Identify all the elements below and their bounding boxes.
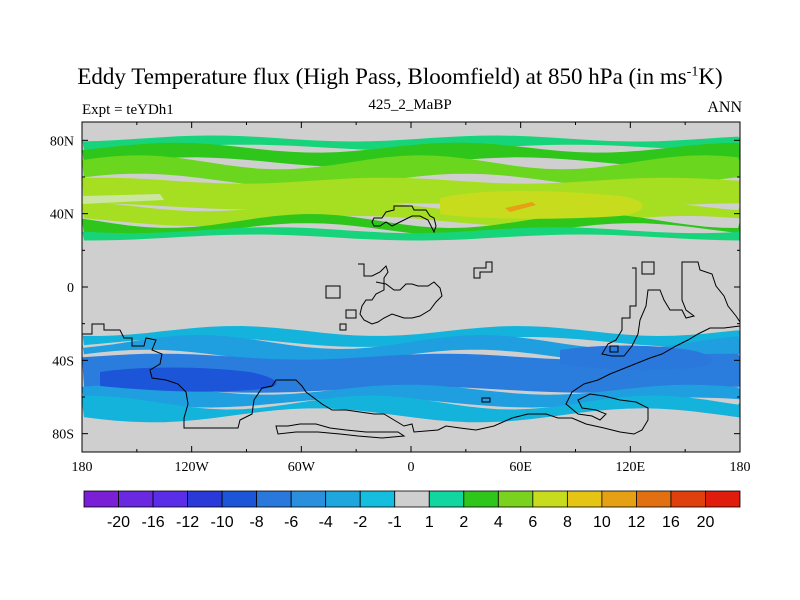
contour-band xyxy=(82,155,740,188)
coastline-island-5 xyxy=(641,261,655,275)
lon-tick-label: 120W xyxy=(175,460,210,475)
colorbar-swatch xyxy=(428,490,465,508)
colorbar-label: 12 xyxy=(628,514,646,531)
colorbar-label: 10 xyxy=(593,514,611,531)
contour-band xyxy=(100,367,277,392)
colorbar-label: -1 xyxy=(388,514,402,531)
colorbar-label: 20 xyxy=(697,514,715,531)
colorbar-swatch xyxy=(290,490,327,508)
colorbar-swatch xyxy=(394,490,430,508)
axis-ticks: 80N 40N 0 40S 80S 180 120W 60W 0 60E 120E 180 xyxy=(50,122,751,475)
coastline-south-3 xyxy=(481,397,491,403)
colorbar-swatch xyxy=(532,490,568,508)
colorbar: -20 -16 -12 -10 -8 -6 -4 -2 -1 1 2 4 6 8 10 12 16 20 xyxy=(83,490,741,531)
experiment-label: Expt = teYDh1 xyxy=(82,102,174,118)
colorbar-swatch xyxy=(566,490,603,508)
lon-tick-label: 180 xyxy=(72,460,93,475)
coastline-north-america-europe xyxy=(371,205,437,234)
colorbar-label: -12 xyxy=(176,514,199,531)
colorbar-swatch xyxy=(463,490,499,508)
colorbar-swatch xyxy=(83,490,119,508)
contour-band xyxy=(82,214,740,238)
colorbar-swatch xyxy=(705,490,741,508)
colorbar-swatch xyxy=(636,490,672,508)
season-label: ANN xyxy=(707,99,742,116)
coastline-island-6 xyxy=(609,345,619,353)
contour-band xyxy=(505,202,536,212)
contour-band xyxy=(82,194,164,204)
colorbar-label: 8 xyxy=(563,514,572,531)
colorbar-label: 4 xyxy=(494,514,503,531)
title-superscript: -1 xyxy=(686,64,699,80)
colorbar-label: -6 xyxy=(284,514,298,531)
colorbar-swatch xyxy=(152,490,188,508)
colorbar-label: -10 xyxy=(211,514,234,531)
colorbar-swatch xyxy=(325,490,361,508)
title-end: K) xyxy=(698,64,723,89)
coastline-island-4 xyxy=(473,261,493,279)
colorbar-swatch xyxy=(601,490,637,508)
center-label: 425_2_MaBP xyxy=(368,97,452,113)
colorbar-swatch xyxy=(118,490,154,508)
lat-tick-label: 80S xyxy=(52,428,74,443)
colorbar-label: -8 xyxy=(249,514,263,531)
colorbar-swatch xyxy=(670,490,706,508)
chart-title: Eddy Temperature flux (High Pass, Bloomf… xyxy=(0,64,800,90)
contour-band xyxy=(440,191,643,219)
coastline-island-1 xyxy=(325,285,341,299)
contour-band xyxy=(82,384,740,408)
colorbar-swatch xyxy=(359,490,396,508)
colorbar-label: 6 xyxy=(528,514,537,531)
coastline-island-2 xyxy=(345,309,357,319)
colorbar-swatch xyxy=(497,490,534,508)
contour-band xyxy=(82,395,740,423)
colorbar-label: -2 xyxy=(353,514,367,531)
coastline-africa xyxy=(358,263,443,325)
lat-tick-label: 40N xyxy=(50,208,74,223)
lon-tick-label: 60E xyxy=(509,460,532,475)
contour-band xyxy=(82,326,740,347)
colorbar-swatch xyxy=(256,490,292,508)
lat-tick-label: 40S xyxy=(52,354,74,369)
map-layer xyxy=(82,122,740,452)
colorbar-label: 16 xyxy=(662,514,680,531)
lat-tick-label: 80N xyxy=(50,134,74,149)
title-main: Eddy Temperature flux (High Pass, Bloomf… xyxy=(77,64,687,89)
coastline-asia-east xyxy=(601,261,740,357)
colorbar-label: 1 xyxy=(425,514,434,531)
colorbar-swatch xyxy=(187,490,223,508)
coastline-south xyxy=(82,323,740,435)
contour-band xyxy=(82,142,740,168)
coastline-south-2 xyxy=(275,423,406,439)
contour-band xyxy=(82,135,740,151)
lon-tick-label: 180 xyxy=(730,460,751,475)
lon-tick-label: 60W xyxy=(288,460,316,475)
lon-tick-label: 120E xyxy=(616,460,646,475)
colorbar-label: -4 xyxy=(319,514,333,531)
lat-tick-label: 0 xyxy=(67,281,74,296)
contour-band xyxy=(560,345,713,371)
coastlines xyxy=(82,205,740,439)
colorbar-label: -16 xyxy=(142,514,165,531)
contour-band xyxy=(82,227,740,241)
colorbar-swatch xyxy=(221,490,258,508)
coastline-island-3 xyxy=(339,323,347,331)
colorbar-label: -20 xyxy=(107,514,130,531)
lon-tick-label: 0 xyxy=(408,460,415,475)
colorbar-label: 2 xyxy=(459,514,468,531)
